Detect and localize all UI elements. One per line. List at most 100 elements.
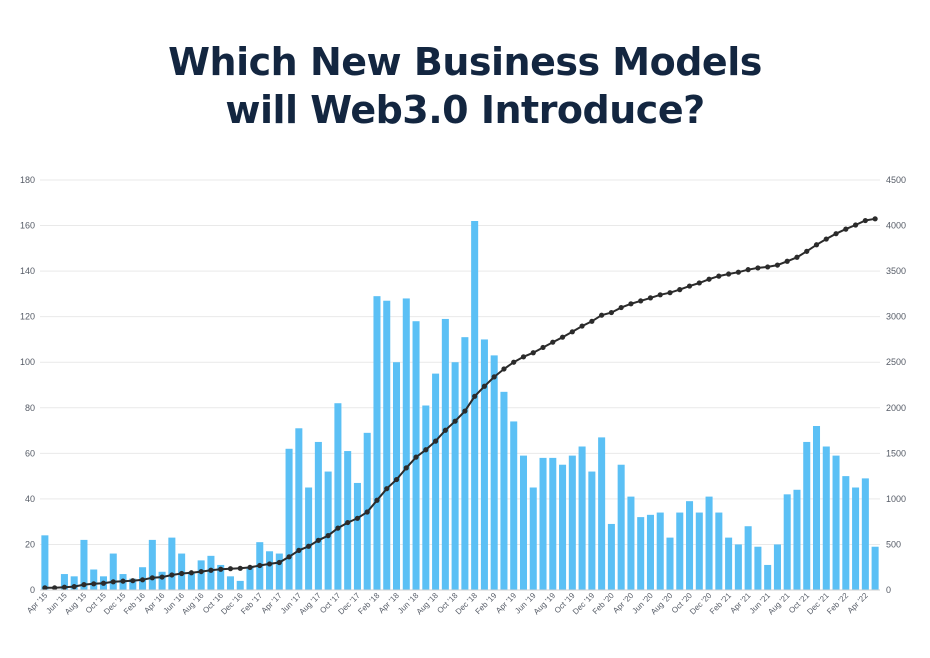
bar (207, 555, 215, 590)
line-point (843, 226, 849, 232)
line-point (589, 318, 595, 324)
bar (70, 576, 78, 590)
y-axis-left: 0 20 40 60 80 100 120 140 160 180 (20, 175, 35, 595)
line-point (354, 515, 361, 521)
line-point (765, 264, 771, 270)
line-point (52, 585, 58, 591)
bar (734, 544, 742, 590)
bar (598, 437, 606, 590)
line-point (247, 564, 253, 571)
line-point (726, 271, 732, 277)
bar (80, 539, 88, 590)
bar (217, 564, 225, 590)
line-point (374, 497, 380, 503)
line-point (520, 354, 527, 360)
line-point (501, 366, 507, 372)
line-point (511, 359, 517, 365)
bar (715, 512, 723, 590)
bar (861, 478, 869, 590)
line-point (432, 438, 439, 444)
y-left-tick-label: 100 (20, 357, 35, 367)
bar (695, 512, 703, 590)
line-point (306, 543, 312, 549)
bar (607, 523, 615, 590)
bar (373, 296, 381, 590)
y-left-tick-label: 120 (20, 312, 35, 322)
bar (725, 537, 733, 590)
bar (187, 571, 195, 590)
x-tick-label: Feb '18 (356, 591, 381, 616)
line-point (716, 273, 722, 279)
line-point (667, 290, 673, 296)
y-right-tick-label: 3000 (886, 312, 906, 322)
bar (588, 471, 596, 590)
bar (402, 298, 410, 590)
bar (383, 300, 391, 590)
bar (285, 448, 293, 590)
line-point (413, 454, 419, 460)
y-right-tick-label: 0 (886, 585, 891, 595)
line-point (120, 578, 126, 584)
x-tick-label: Aug '21 (766, 591, 792, 617)
line-point (823, 236, 829, 242)
line-point (384, 486, 390, 492)
y-left-tick-label: 0 (30, 585, 35, 595)
bar (158, 571, 166, 590)
line-point (579, 323, 585, 329)
y-left-tick-label: 80 (25, 403, 35, 413)
bar (773, 544, 781, 590)
bar (432, 373, 440, 590)
line-point (696, 280, 702, 286)
x-tick-label: Aug '19 (532, 591, 558, 617)
bar (617, 464, 625, 590)
bar (754, 546, 762, 590)
y-right-tick-label: 4000 (886, 221, 906, 231)
line-point (677, 287, 683, 293)
bar (236, 580, 244, 590)
line-point (550, 339, 556, 345)
bar (539, 457, 547, 590)
line-point (745, 267, 751, 273)
y-left-tick-label: 180 (20, 175, 35, 185)
bar (266, 551, 274, 590)
line-point (393, 476, 400, 483)
x-tick-label: Aug '18 (415, 591, 441, 617)
line-point (608, 309, 614, 316)
line-point (735, 269, 741, 275)
x-tick-label: Feb '21 (708, 591, 733, 616)
bar (676, 512, 684, 590)
bar (656, 512, 664, 590)
bar (461, 337, 469, 590)
line-point (569, 329, 575, 335)
x-tick-label: Aug '17 (297, 591, 323, 617)
bar (441, 318, 449, 590)
line-point (540, 344, 546, 351)
bar (646, 514, 654, 590)
line-point (442, 427, 448, 433)
line-point (774, 262, 781, 268)
y-left-tick-label: 160 (20, 221, 35, 231)
line-point (149, 575, 155, 581)
y-left-tick-label: 20 (25, 539, 35, 549)
bar (783, 494, 791, 590)
chart-title: Which New Business Models will Web3.0 In… (0, 38, 930, 134)
bar (353, 482, 361, 590)
line-point (100, 580, 107, 586)
x-tick-label: Aug '16 (180, 591, 206, 617)
bar (168, 537, 176, 590)
bar (812, 426, 821, 590)
bar (744, 526, 752, 590)
bar (314, 441, 322, 590)
bar (305, 487, 313, 590)
bar (705, 496, 713, 590)
line-point (804, 248, 810, 254)
bar (480, 339, 488, 590)
y-left-tick-label: 40 (25, 494, 35, 504)
bar (578, 446, 586, 590)
bar (549, 457, 557, 590)
bar (500, 391, 508, 590)
line-point (364, 509, 370, 515)
line-point (628, 301, 634, 307)
bar (510, 421, 518, 590)
